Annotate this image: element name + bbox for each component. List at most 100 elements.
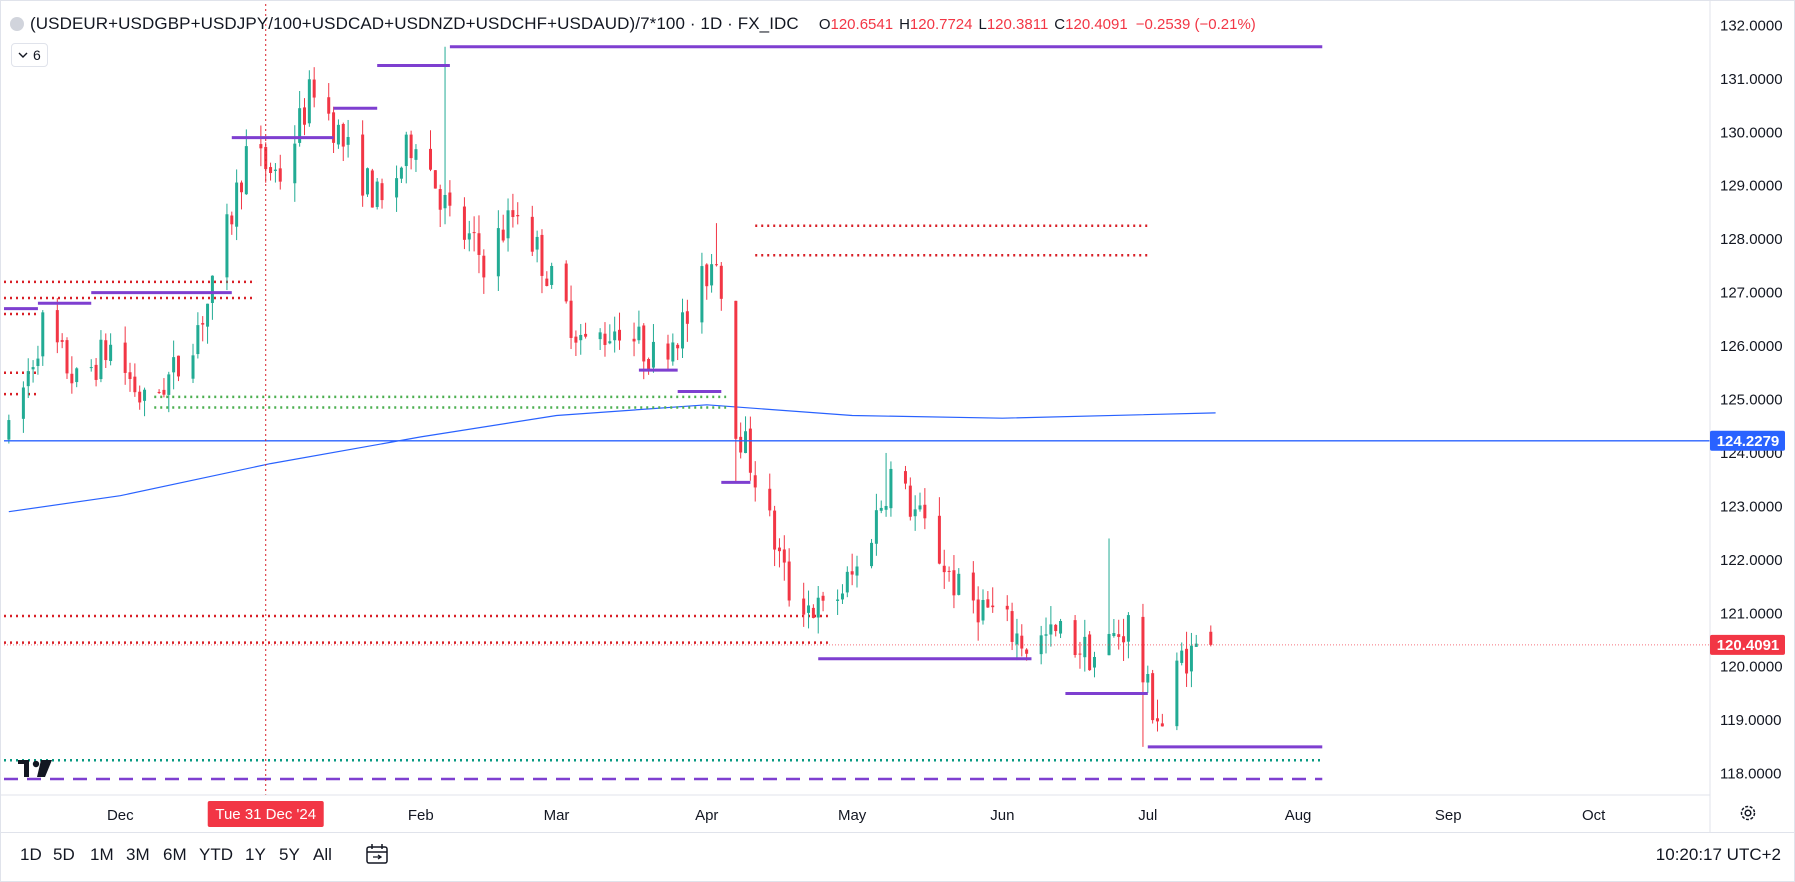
timeframe-all[interactable]: All — [313, 845, 332, 864]
candle-body — [705, 264, 709, 287]
time-tick-label: Apr — [695, 807, 718, 824]
candle-body — [1151, 673, 1155, 721]
candle-body — [89, 367, 93, 369]
candle-body — [462, 206, 466, 240]
candle-body — [739, 436, 743, 453]
time-tick-label: Mar — [544, 807, 570, 824]
candle-body — [312, 79, 316, 98]
candle-body — [608, 341, 612, 344]
candle-body — [613, 331, 617, 341]
candle-body — [336, 124, 340, 145]
candle-body — [700, 266, 704, 323]
candle-body — [603, 333, 607, 345]
settings-gear-icon[interactable] — [1738, 803, 1758, 823]
candle-body — [365, 168, 369, 195]
candle-body — [210, 275, 214, 303]
candle-body — [278, 168, 282, 182]
timeframe-ytd[interactable]: YTD — [199, 845, 233, 864]
calendar-goto-icon[interactable] — [364, 843, 390, 865]
time-tick-label: Jun — [990, 807, 1014, 824]
candle-body — [128, 372, 132, 379]
candle-body — [167, 374, 171, 395]
symbol-title[interactable]: (USDEUR+USDGBP+USDJPY/100+USDCAD+USDNZD+… — [30, 14, 799, 33]
timeframe-5y[interactable]: 5Y — [279, 845, 300, 864]
candle-body — [433, 170, 437, 189]
tradingview-logo-icon[interactable] — [18, 760, 52, 777]
chart-header: (USDEUR+USDGBP+USDJPY/100+USDCAD+USDNZD+… — [10, 13, 1256, 35]
candle-body — [259, 144, 263, 149]
timeframe-1m[interactable]: 1M — [90, 845, 114, 864]
price-tick-label: 131.0000 — [1720, 71, 1783, 88]
candle-body — [782, 549, 786, 563]
indicators-toggle-button[interactable]: 6 — [11, 43, 48, 67]
candle-body — [414, 149, 418, 160]
candle-body — [1025, 649, 1029, 654]
candle-body — [21, 387, 25, 419]
candle-body — [55, 310, 59, 343]
low-value: 120.3811 — [986, 15, 1049, 33]
candle-body — [836, 599, 840, 601]
candle-body — [598, 332, 602, 340]
candle-body — [744, 431, 748, 454]
timeframe-1y[interactable]: 1Y — [245, 845, 266, 864]
candle-body — [482, 255, 486, 278]
candle-body — [273, 169, 277, 171]
open-value: 120.6541 — [830, 15, 894, 33]
price-tick-label: 126.0000 — [1720, 338, 1783, 355]
time-tick-label: Feb — [408, 807, 434, 824]
timeframe-5d[interactable]: 5D — [53, 845, 75, 864]
candle-body — [903, 471, 907, 484]
candle-body — [501, 229, 505, 241]
candle-body — [201, 323, 205, 325]
candle-body — [438, 189, 442, 210]
time-tick-label: Aug — [1285, 807, 1312, 824]
candle-body — [811, 607, 815, 618]
candle-body — [787, 561, 791, 601]
price-tick-label: 121.0000 — [1720, 605, 1783, 622]
candle-body — [1083, 636, 1087, 658]
candle-body — [346, 136, 350, 145]
timeframe-1d[interactable]: 1D — [20, 845, 42, 864]
candle-body — [196, 325, 200, 355]
overlay-layer — [4, 4, 1710, 795]
candle-body — [361, 134, 365, 196]
timeframe-3m[interactable]: 3M — [126, 845, 150, 864]
clock-timezone[interactable]: 10:20:17 UTC+2 — [1655, 845, 1781, 864]
candle-body — [1122, 636, 1126, 643]
candle-body — [564, 263, 568, 302]
candle-body — [845, 571, 849, 593]
candle-body — [264, 146, 268, 170]
timeframe-6m[interactable]: 6M — [163, 845, 187, 864]
candle-body — [375, 181, 379, 207]
candle-body — [269, 167, 273, 173]
chevron-down-icon — [18, 52, 28, 58]
candle-body — [545, 278, 549, 286]
price-tick-label: 123.0000 — [1720, 498, 1783, 515]
last-price-tag: 120.4091 — [1717, 637, 1780, 654]
candle-body — [429, 148, 432, 170]
candle-body — [850, 571, 854, 575]
candle-body — [341, 124, 345, 147]
candle-body — [986, 599, 990, 608]
moving-average-layer — [8, 404, 1216, 513]
candle-body — [230, 215, 234, 225]
candle-body — [816, 597, 820, 618]
candle-body — [225, 214, 229, 278]
candle-body — [506, 210, 510, 239]
candle-body — [448, 192, 452, 206]
price-tick-label: 130.0000 — [1720, 124, 1783, 141]
candle-body — [1160, 723, 1164, 727]
candle-body — [307, 79, 311, 124]
candle-body — [1059, 621, 1063, 634]
candle-body — [879, 507, 883, 511]
candle-body — [719, 265, 723, 299]
symbol-logo-icon — [10, 17, 24, 31]
candle-body — [870, 542, 874, 567]
candle-body — [31, 367, 35, 370]
time-tick-label: Jul — [1138, 807, 1157, 824]
candle-body — [1126, 615, 1130, 642]
moving-average-line — [8, 404, 1216, 513]
candle-body — [1020, 635, 1024, 649]
logo-part — [32, 760, 40, 768]
